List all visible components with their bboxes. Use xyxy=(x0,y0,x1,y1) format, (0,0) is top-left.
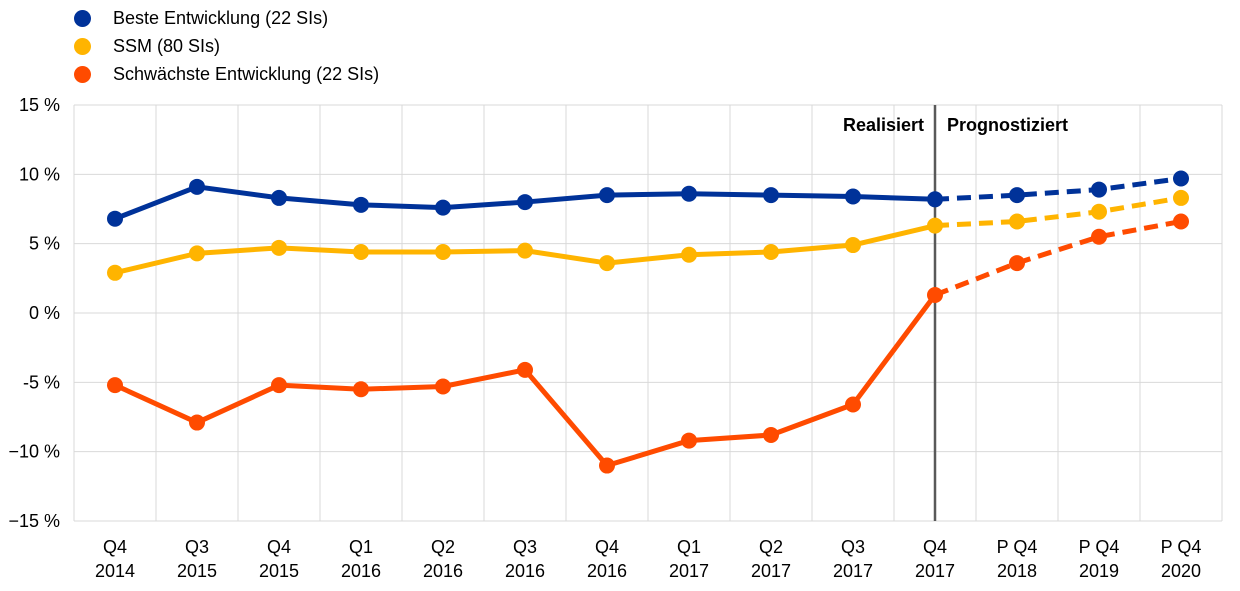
series-beste xyxy=(107,170,1189,227)
y-tick-label: 10 % xyxy=(19,164,60,184)
legend-label-ssm: SSM (80 SIs) xyxy=(113,35,221,56)
x-axis: Q4 2014 Q3 2015 Q4 2015 Q1 2016 Q2 2016 Q3 2016 Q4 20… xyxy=(95,537,1201,581)
x-tick-label-year: 2016 xyxy=(587,561,627,581)
data-point xyxy=(353,196,369,213)
x-tick-label-year: 2019 xyxy=(1079,561,1119,581)
data-point xyxy=(763,243,779,260)
data-point xyxy=(107,264,123,281)
data-point xyxy=(1091,181,1107,198)
x-tick-label-year: 2020 xyxy=(1161,561,1201,581)
x-tick-label-year: 2015 xyxy=(177,561,217,581)
series-line-forecast xyxy=(934,195,1182,229)
x-tick-label-year: 2017 xyxy=(669,561,709,581)
data-point xyxy=(353,381,369,398)
y-tick-label: −15 % xyxy=(8,511,60,531)
x-tick-label: P Q4 xyxy=(1079,537,1120,557)
data-point xyxy=(1009,187,1025,204)
x-tick-label: Q3 xyxy=(841,537,865,557)
x-tick-label-year: 2015 xyxy=(259,561,299,581)
series-schwaechste xyxy=(107,213,1189,474)
data-point xyxy=(927,191,943,208)
data-point xyxy=(599,255,615,272)
data-point xyxy=(763,427,779,444)
data-point xyxy=(1009,255,1025,272)
y-axis: 15 % 10 % 5 % 0 % -5 % −10 % −15 % xyxy=(8,95,60,531)
legend-label-beste: Beste Entwicklung (22 SIs) xyxy=(113,7,329,28)
x-tick-label: Q2 xyxy=(431,537,455,557)
legend-marker-ssm xyxy=(74,37,91,55)
grid xyxy=(73,104,1223,522)
x-tick-label-year: 2016 xyxy=(423,561,463,581)
x-tick-label: Q4 xyxy=(595,537,619,557)
legend-label-schwaechste: Schwächste Entwicklung (22 SIs) xyxy=(113,63,380,84)
data-point xyxy=(927,286,943,303)
data-point xyxy=(845,396,861,413)
data-point xyxy=(1009,213,1025,230)
x-tick-label: Q2 xyxy=(759,537,783,557)
x-tick-label-year: 2017 xyxy=(915,561,955,581)
x-tick-label-year: 2014 xyxy=(95,561,135,581)
data-point xyxy=(271,189,287,206)
series-ssm xyxy=(107,189,1189,281)
legend-item-ssm: SSM (80 SIs) xyxy=(74,32,379,60)
x-tick-label: Q4 xyxy=(103,537,127,557)
prognostiziert-label: Prognostiziert xyxy=(947,115,1068,135)
y-tick-label: 0 % xyxy=(29,303,60,323)
x-tick-label: P Q4 xyxy=(1161,537,1202,557)
y-tick-label: 5 % xyxy=(29,234,60,254)
data-point xyxy=(189,178,205,195)
legend-marker-beste xyxy=(74,9,91,27)
data-point xyxy=(107,210,123,227)
data-point xyxy=(189,245,205,262)
x-tick-label-year: 2016 xyxy=(341,561,381,581)
data-point xyxy=(435,199,451,216)
data-point xyxy=(1173,213,1189,230)
x-tick-label: Q4 xyxy=(267,537,291,557)
series-line-forecast xyxy=(934,176,1182,202)
data-point xyxy=(1173,170,1189,187)
x-tick-label-year: 2017 xyxy=(751,561,791,581)
legend-item-schwaechste: Schwächste Entwicklung (22 SIs) xyxy=(74,60,379,88)
realisiert-label: Realisiert xyxy=(843,115,924,135)
x-tick-label: Q3 xyxy=(513,537,537,557)
y-tick-label: −10 % xyxy=(8,442,60,462)
x-tick-label: Q4 xyxy=(923,537,947,557)
x-tick-label: Q1 xyxy=(349,537,373,557)
data-point xyxy=(681,432,697,449)
data-point xyxy=(517,361,533,378)
x-tick-label-year: 2016 xyxy=(505,561,545,581)
x-tick-label-year: 2018 xyxy=(997,561,1037,581)
data-point xyxy=(763,187,779,204)
x-tick-label: Q1 xyxy=(677,537,701,557)
legend-item-beste: Beste Entwicklung (22 SIs) xyxy=(74,4,379,32)
data-point xyxy=(681,185,697,202)
data-point xyxy=(107,377,123,394)
x-tick-label-year: 2017 xyxy=(833,561,873,581)
y-tick-label: -5 % xyxy=(23,372,60,392)
x-tick-label: P Q4 xyxy=(997,537,1038,557)
data-point xyxy=(1091,203,1107,220)
data-point xyxy=(271,377,287,394)
data-point xyxy=(1091,228,1107,245)
data-point xyxy=(927,217,943,234)
data-point xyxy=(1173,189,1189,206)
data-point xyxy=(845,188,861,205)
chart-legend: Beste Entwicklung (22 SIs) SSM (80 SIs) … xyxy=(74,4,379,88)
data-point xyxy=(353,243,369,260)
data-point xyxy=(271,239,287,256)
data-point xyxy=(435,243,451,260)
data-point xyxy=(599,187,615,204)
data-point xyxy=(681,246,697,263)
y-tick-label: 15 % xyxy=(19,95,60,115)
data-point xyxy=(435,378,451,395)
data-point xyxy=(517,194,533,211)
data-point xyxy=(517,242,533,259)
data-point xyxy=(845,237,861,254)
legend-marker-schwaechste xyxy=(74,65,91,83)
x-tick-label: Q3 xyxy=(185,537,209,557)
data-point xyxy=(599,457,615,474)
data-point xyxy=(189,414,205,431)
